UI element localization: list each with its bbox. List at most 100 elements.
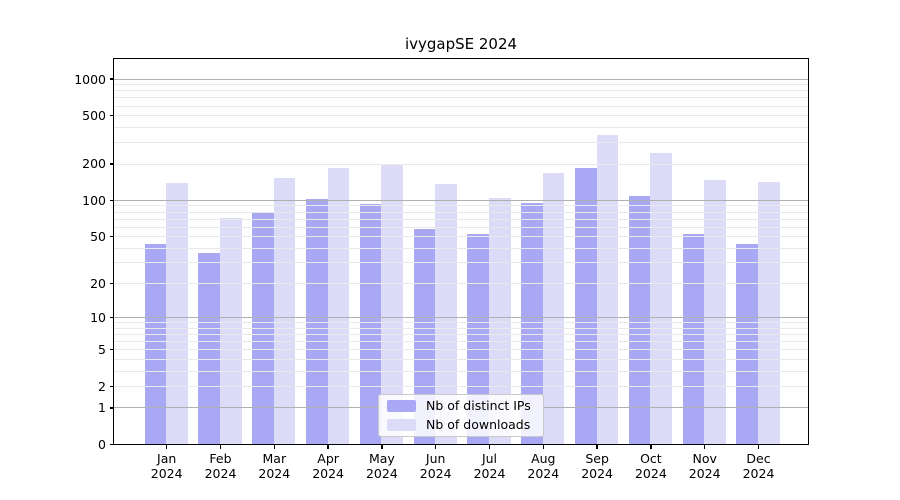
major-gridline: [113, 317, 808, 319]
y-tick-mark: [110, 348, 114, 351]
x-tick-label-month: Jan: [157, 451, 177, 466]
x-tick-label-year: 2024: [473, 466, 506, 481]
minor-gridline: [113, 349, 808, 351]
x-tick-mark: [650, 444, 652, 449]
y-tick-mark: [110, 385, 114, 388]
minor-gridline: [113, 327, 808, 329]
x-tick-mark: [703, 444, 706, 449]
minor-gridline: [113, 226, 808, 228]
legend-label-downloads: Nb of downloads: [426, 417, 531, 432]
y-tick-mark: [110, 114, 114, 117]
bar-nov-downloads: [704, 180, 726, 444]
bar-mar-downloads: [273, 177, 296, 444]
minor-gridline: [113, 142, 808, 144]
x-tick-label-month: Aug: [531, 451, 556, 466]
x-tick-mark: [327, 444, 329, 449]
y-tick-mark: [110, 407, 114, 409]
minor-gridline: [113, 236, 808, 237]
bar-aug-downloads: [542, 173, 565, 444]
minor-gridline: [113, 211, 808, 213]
minor-gridline: [113, 105, 808, 107]
y-tick-label: 2: [98, 378, 106, 394]
x-tick-mark: [488, 444, 491, 449]
x-tick-label-year: 2024: [312, 466, 344, 481]
x-tick-label-month: Dec: [746, 451, 771, 466]
plot-area: [112, 58, 809, 445]
bar-feb-distinct-ips: [198, 253, 220, 444]
y-tick-label: 500: [82, 108, 106, 124]
legend-label-distinct-ips: Nb of distinct IPs: [426, 398, 531, 413]
x-tick-mark: [273, 444, 276, 449]
major-gridline: [113, 199, 808, 201]
y-tick-mark: [110, 78, 114, 80]
minor-gridline: [113, 322, 808, 324]
x-tick-label-year: 2024: [150, 466, 183, 481]
minor-gridline: [113, 84, 808, 86]
minor-gridline: [113, 90, 808, 92]
x-tick-label-year: 2024: [365, 466, 398, 481]
minor-gridline: [113, 126, 808, 128]
minor-gridline: [113, 385, 808, 387]
x-tick-mark: [434, 444, 437, 449]
bar-dec-downloads: [758, 181, 780, 444]
bar-sep-distinct-ips: [575, 167, 597, 444]
y-tick-label: 1000: [74, 71, 106, 87]
major-gridline: [113, 78, 808, 80]
downloads-swatch-icon: [387, 419, 416, 431]
y-tick-label: 10: [90, 310, 106, 326]
y-tick-mark: [110, 163, 114, 165]
x-tick-label-month: Mar: [262, 451, 287, 466]
x-tick-label-month: Apr: [317, 451, 339, 466]
y-tick-label: 100: [82, 192, 106, 208]
bar-jan-distinct-ips: [144, 243, 167, 444]
bar-oct-distinct-ips: [628, 195, 651, 444]
x-tick-label-month: Jun: [425, 451, 446, 466]
bar-jun-downloads: [435, 184, 457, 444]
x-tick-label-year: 2024: [527, 466, 560, 481]
minor-gridline: [113, 247, 808, 249]
y-tick-mark: [110, 443, 114, 446]
x-tick-label-year: 2024: [258, 466, 291, 481]
bar-jun-distinct-ips: [413, 229, 436, 444]
bar-apr-distinct-ips: [306, 198, 328, 444]
chart-title: ivygapSE 2024: [404, 35, 518, 53]
bar-may-distinct-ips: [359, 204, 382, 444]
bar-may-downloads: [381, 163, 403, 444]
minor-gridline: [113, 341, 808, 343]
x-tick-mark: [165, 444, 168, 449]
bar-feb-downloads: [220, 217, 242, 444]
y-tick-label: 20: [90, 275, 106, 291]
x-tick-label-year: 2024: [634, 466, 667, 481]
bar-nov-distinct-ips: [682, 234, 705, 444]
x-tick-label-year: 2024: [688, 466, 721, 481]
bar-apr-downloads: [327, 167, 350, 444]
bar-jan-downloads: [166, 183, 188, 444]
minor-gridline: [113, 370, 808, 372]
x-tick-label-year: 2024: [742, 466, 775, 481]
minor-gridline: [113, 163, 808, 165]
y-tick-label: 50: [90, 229, 106, 245]
legend-item-downloads: Nb of downloads: [387, 418, 543, 432]
y-tick-label: 1: [98, 400, 106, 416]
x-tick-label-month: Sep: [585, 451, 609, 466]
x-tick-mark: [542, 444, 545, 449]
minor-gridline: [113, 334, 808, 335]
bar-sep-downloads: [596, 134, 619, 444]
legend: Nb of distinct IPs Nb of downloads: [378, 394, 544, 437]
x-tick-label-month: May: [368, 451, 395, 466]
x-tick-label-month: Feb: [209, 451, 232, 466]
y-tick-label: 200: [82, 156, 106, 172]
distinct-ips-swatch-icon: [387, 400, 416, 412]
minor-gridline: [113, 358, 808, 360]
bar-dec-distinct-ips: [736, 243, 758, 444]
x-tick-mark: [596, 444, 598, 449]
minor-gridline: [113, 115, 808, 117]
y-tick-label: 5: [98, 342, 106, 358]
y-tick-mark: [110, 282, 114, 285]
y-tick-label: 0: [98, 437, 106, 452]
legend-item-distinct-ips: Nb of distinct IPs: [387, 399, 543, 413]
x-tick-mark: [219, 444, 222, 449]
x-tick-label-month: Jul: [481, 451, 498, 466]
bar-jul-downloads: [489, 198, 511, 444]
